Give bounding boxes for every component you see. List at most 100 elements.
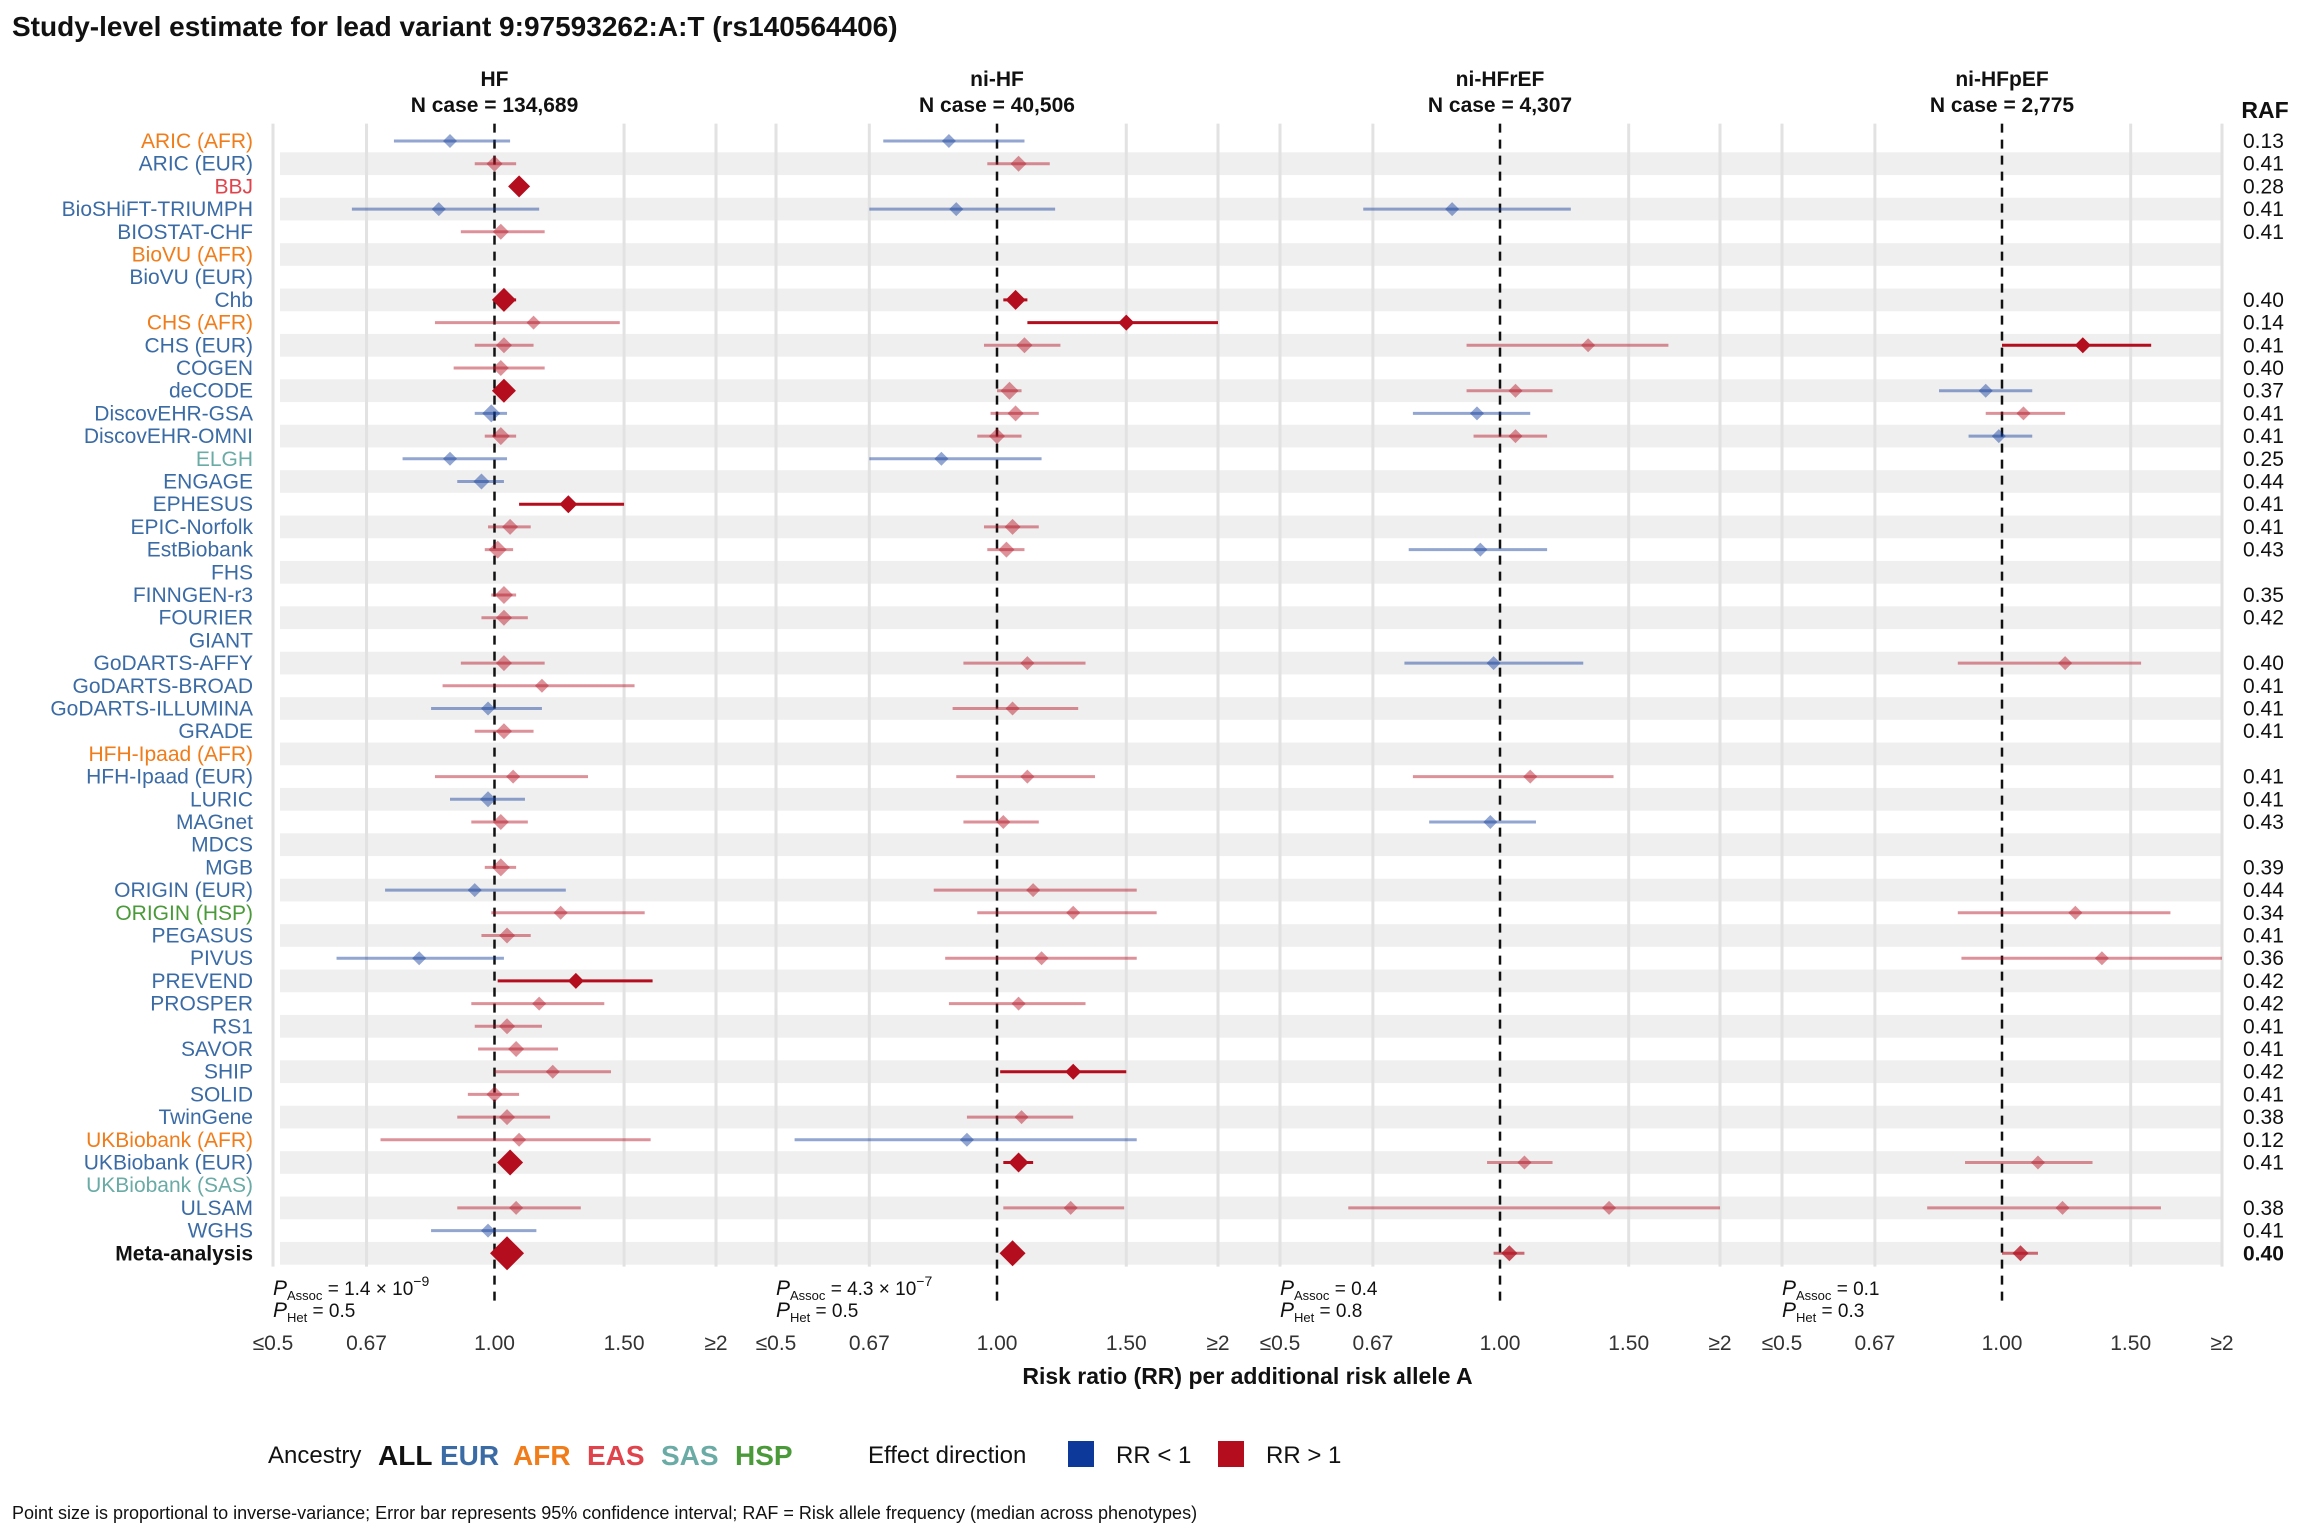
raf-value: 0.12 <box>2243 1129 2284 1152</box>
panel-title: HF <box>481 68 509 91</box>
x-tick-label: ≥2 <box>2210 1332 2233 1355</box>
x-tick-label: 1.50 <box>1106 1332 1147 1355</box>
effect-legend-label: RR > 1 <box>1266 1442 1341 1469</box>
footnote: Point size is proportional to inverse-va… <box>12 1503 1197 1523</box>
estimate-point <box>491 427 510 446</box>
raf-value: 0.34 <box>2243 902 2284 925</box>
estimate-point <box>532 996 547 1011</box>
ancestry-legend-eur: EUR <box>440 1440 499 1471</box>
estimate-point <box>2068 905 2083 920</box>
estimate-point <box>2058 656 2073 671</box>
study-label: UKBiobank (SAS) <box>86 1174 253 1197</box>
study-label: BioVU (EUR) <box>129 266 253 289</box>
panel-title: ni-HFpEF <box>1955 68 2048 91</box>
x-tick-label: 0.67 <box>1352 1332 1393 1355</box>
estimate-point <box>481 701 496 716</box>
study-label: CHS (AFR) <box>147 312 253 335</box>
row-stripe <box>280 651 2222 675</box>
study-label: WGHS <box>188 1220 253 1243</box>
estimate-point <box>486 155 503 172</box>
raf-value: 0.43 <box>2243 539 2284 562</box>
raf-value: 0.41 <box>2243 788 2284 811</box>
estimate-point <box>1005 289 1026 310</box>
study-label: MAGnet <box>176 811 253 834</box>
row-stripe <box>280 515 2222 539</box>
raf-value: 0.42 <box>2243 970 2284 993</box>
x-tick-label: ≥2 <box>1206 1332 1229 1355</box>
effect-swatch <box>1218 1441 1244 1467</box>
estimate-point <box>492 814 509 830</box>
study-label: FHS <box>211 561 253 584</box>
study-label: ARIC (AFR) <box>141 130 253 153</box>
estimate-point <box>534 678 549 693</box>
x-tick-label: ≥2 <box>1708 1332 1731 1355</box>
study-label: DiscovEHR-OMNI <box>84 425 253 448</box>
plot-title: Study-level estimate for lead variant 9:… <box>12 11 898 42</box>
estimate-point <box>1034 951 1049 966</box>
study-label: RS1 <box>212 1015 253 1038</box>
raf-value: 0.41 <box>2243 334 2284 357</box>
ancestry-legend-all: ALL <box>378 1440 432 1471</box>
estimate-point <box>499 1109 516 1126</box>
study-label: HFH-Ipaad (AFR) <box>88 743 253 766</box>
estimate-point <box>1118 314 1135 331</box>
study-label: COGEN <box>176 357 253 380</box>
raf-value: 0.41 <box>2243 402 2284 425</box>
estimate-point <box>412 951 427 966</box>
estimate-point <box>2055 1200 2070 1215</box>
row-stripe <box>280 288 2222 312</box>
study-label: PIVUS <box>190 947 253 970</box>
study-label: ORIGIN (EUR) <box>114 879 253 902</box>
raf-header: RAF <box>2241 97 2288 123</box>
estimate-point <box>1016 337 1033 354</box>
study-label: SAVOR <box>181 1038 253 1061</box>
study-label: BBJ <box>214 175 253 198</box>
raf-value: 0.41 <box>2243 425 2284 448</box>
estimate-point <box>1000 381 1019 400</box>
estimate-point <box>495 337 512 354</box>
estimate-point <box>442 451 457 466</box>
x-axis-title: Risk ratio (RR) per additional risk alle… <box>1022 1363 1472 1389</box>
estimate-point <box>495 655 512 672</box>
row-stripe <box>280 969 2222 993</box>
x-tick-label: ≥2 <box>704 1332 727 1355</box>
estimate-point <box>1602 1200 1617 1215</box>
p-het-value: PHet = 0.5 <box>273 1299 355 1325</box>
raf-value: 0.38 <box>2243 1197 2284 1220</box>
raf-value: 0.40 <box>2243 289 2284 312</box>
row-stripe <box>280 1014 2222 1038</box>
raf-value: 0.43 <box>2243 811 2284 834</box>
raf-value: 0.41 <box>2243 221 2284 244</box>
row-stripe <box>280 152 2222 176</box>
raf-value: 0.41 <box>2243 698 2284 721</box>
estimate-point <box>508 1041 525 1057</box>
panel-ni-HF: ni-HF N case = 40,506 PAssoc = 4.3 × 10−7P… <box>756 68 1230 1355</box>
x-tick-label: ≤0.5 <box>1762 1332 1803 1355</box>
row-stripe <box>280 470 2222 493</box>
estimate-point <box>1020 769 1035 784</box>
estimate-point <box>934 451 949 466</box>
row-stripe <box>280 1060 2222 1084</box>
raf-value: 0.42 <box>2243 607 2284 630</box>
raf-value: 0.25 <box>2243 448 2284 471</box>
study-label: Chb <box>214 289 253 312</box>
effect-swatch <box>1068 1441 1094 1467</box>
meta-estimate-point <box>490 1236 525 1271</box>
estimate-point <box>495 609 512 626</box>
estimate-point <box>491 378 516 403</box>
study-label: SHIP <box>204 1061 253 1084</box>
row-stripe <box>280 243 2222 266</box>
raf-value: 0.38 <box>2243 1106 2284 1129</box>
x-tick-label: 1.50 <box>604 1332 645 1355</box>
row-stripe <box>280 424 2222 448</box>
study-label: DiscovEHR-GSA <box>94 402 253 425</box>
estimate-point <box>1469 406 1484 421</box>
estimate-point <box>996 815 1011 829</box>
estimate-point <box>492 360 509 376</box>
row-stripe <box>280 833 2222 857</box>
study-label: HFH-Ipaad (EUR) <box>86 766 253 789</box>
study-label: GoDARTS-AFFY <box>94 652 253 675</box>
estimate-point <box>1020 656 1035 671</box>
study-label: PROSPER <box>150 993 253 1016</box>
estimate-point <box>1007 405 1024 422</box>
